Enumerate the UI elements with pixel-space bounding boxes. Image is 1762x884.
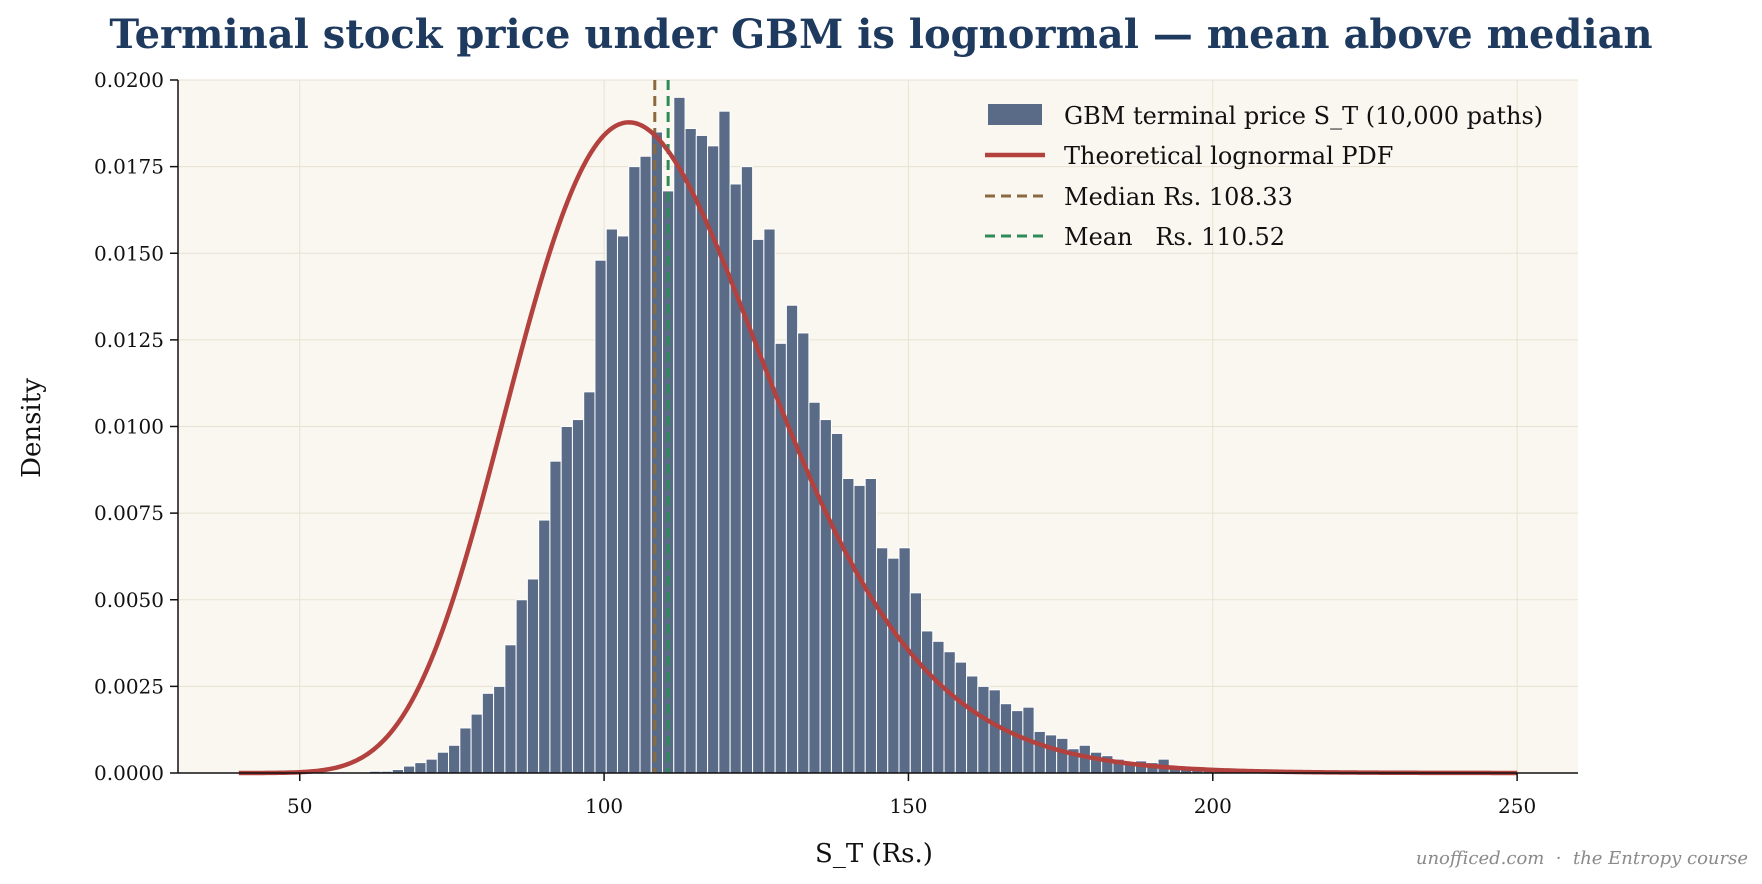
histogram-bar xyxy=(470,713,483,774)
histogram-bar xyxy=(583,391,596,774)
y-tick-label: 0.0200 xyxy=(94,68,164,92)
histogram-bar xyxy=(875,547,889,774)
chart-title: Terminal stock price under GBM is lognor… xyxy=(109,11,1652,58)
histogram-bar xyxy=(718,110,731,774)
x-tick-label: 150 xyxy=(889,794,927,818)
histogram-bar xyxy=(695,134,709,774)
histogram-bar xyxy=(977,685,990,774)
histogram-bar xyxy=(673,96,686,774)
histogram-bar xyxy=(403,765,416,774)
histogram-bar xyxy=(932,640,945,774)
histogram-bar xyxy=(515,599,528,774)
legend-label-histogram: GBM terminal price S_T (10,000 paths) xyxy=(1064,102,1543,130)
y-tick-label: 0.0025 xyxy=(94,674,164,698)
reference-lines xyxy=(653,80,670,773)
x-tick-label: 250 xyxy=(1498,794,1536,818)
histogram-bar xyxy=(538,519,551,774)
histogram-bar xyxy=(853,484,866,774)
histogram-bar xyxy=(571,419,585,774)
legend-label-median: Median Rs. 108.33 xyxy=(1064,183,1293,211)
histogram-bar xyxy=(425,758,438,774)
histogram-bar xyxy=(752,238,765,774)
y-tick-label: 0.0000 xyxy=(94,761,164,785)
legend: GBM terminal price S_T (10,000 paths) Th… xyxy=(985,102,1543,251)
histogram-bar xyxy=(943,651,956,774)
histogram-bar xyxy=(594,259,607,774)
histogram-bar xyxy=(830,432,844,774)
histogram-bar xyxy=(763,228,776,774)
histogram-bar xyxy=(898,547,911,774)
histogram-bar xyxy=(684,128,697,774)
histogram-bar xyxy=(1089,751,1103,774)
histogram-bar xyxy=(605,228,618,774)
legend-label-mean: Mean Rs. 110.52 xyxy=(1064,223,1285,251)
histogram-bar xyxy=(616,235,630,774)
histogram-bar xyxy=(954,661,968,774)
legend-label-pdf: Theoretical lognormal PDF xyxy=(1064,142,1393,170)
histogram-bar xyxy=(1056,737,1069,774)
histogram-bar xyxy=(414,762,427,774)
histogram-bar xyxy=(650,131,664,774)
histogram-bar xyxy=(740,166,754,774)
y-tick-label: 0.0150 xyxy=(94,241,164,265)
histogram-bar xyxy=(797,332,810,774)
histogram-bar xyxy=(1011,710,1024,774)
x-axis-label: S_T (Rs.) xyxy=(815,839,933,869)
y-tick-label: 0.0100 xyxy=(94,415,164,439)
histogram-bar xyxy=(909,592,923,774)
histogram-bar xyxy=(1044,734,1058,774)
histogram-bar xyxy=(549,460,562,774)
y-axis-label: Density xyxy=(17,378,47,478)
y-tick-label: 0.0125 xyxy=(94,328,164,352)
y-tick-label: 0.0075 xyxy=(94,501,164,525)
histogram-bar xyxy=(459,727,472,774)
histogram-bar xyxy=(819,419,832,774)
y-ticks: 0.0000 0.0025 0.0050 0.0075 0.0100 0.0125 0.01… xyxy=(94,68,178,785)
histogram-bar xyxy=(842,477,855,774)
histogram-bar xyxy=(921,630,934,774)
x-tick-label: 50 xyxy=(287,794,312,818)
x-tick-label: 200 xyxy=(1194,794,1232,818)
histogram-bar xyxy=(560,426,573,774)
histogram-bar xyxy=(808,401,821,774)
x-ticks: 50 100 150 200 250 xyxy=(287,773,1536,818)
legend-swatch-histogram xyxy=(988,104,1042,125)
histogram-bar xyxy=(864,477,877,774)
y-tick-label: 0.0175 xyxy=(94,155,164,179)
histogram-bar xyxy=(785,304,799,774)
histogram-bar xyxy=(1033,730,1046,774)
histogram-bar xyxy=(729,183,742,774)
credit-text: unofficed.com · the Entropy course xyxy=(1416,848,1748,869)
histogram-bar xyxy=(481,692,495,774)
histogram-bar xyxy=(504,644,517,774)
histogram-bar xyxy=(628,166,641,774)
histogram-bar xyxy=(988,689,1001,774)
pdf-curve xyxy=(238,120,1518,776)
histogram-bar xyxy=(966,675,979,774)
histogram-bar xyxy=(887,557,900,774)
histogram-bar xyxy=(493,685,506,774)
x-tick-label: 100 xyxy=(585,794,623,818)
histogram-bar xyxy=(448,744,461,774)
histogram-bar xyxy=(999,703,1013,774)
y-tick-label: 0.0050 xyxy=(94,588,164,612)
histogram-bar xyxy=(526,578,540,774)
histogram-bar xyxy=(436,751,450,774)
histogram-bar xyxy=(639,155,652,774)
